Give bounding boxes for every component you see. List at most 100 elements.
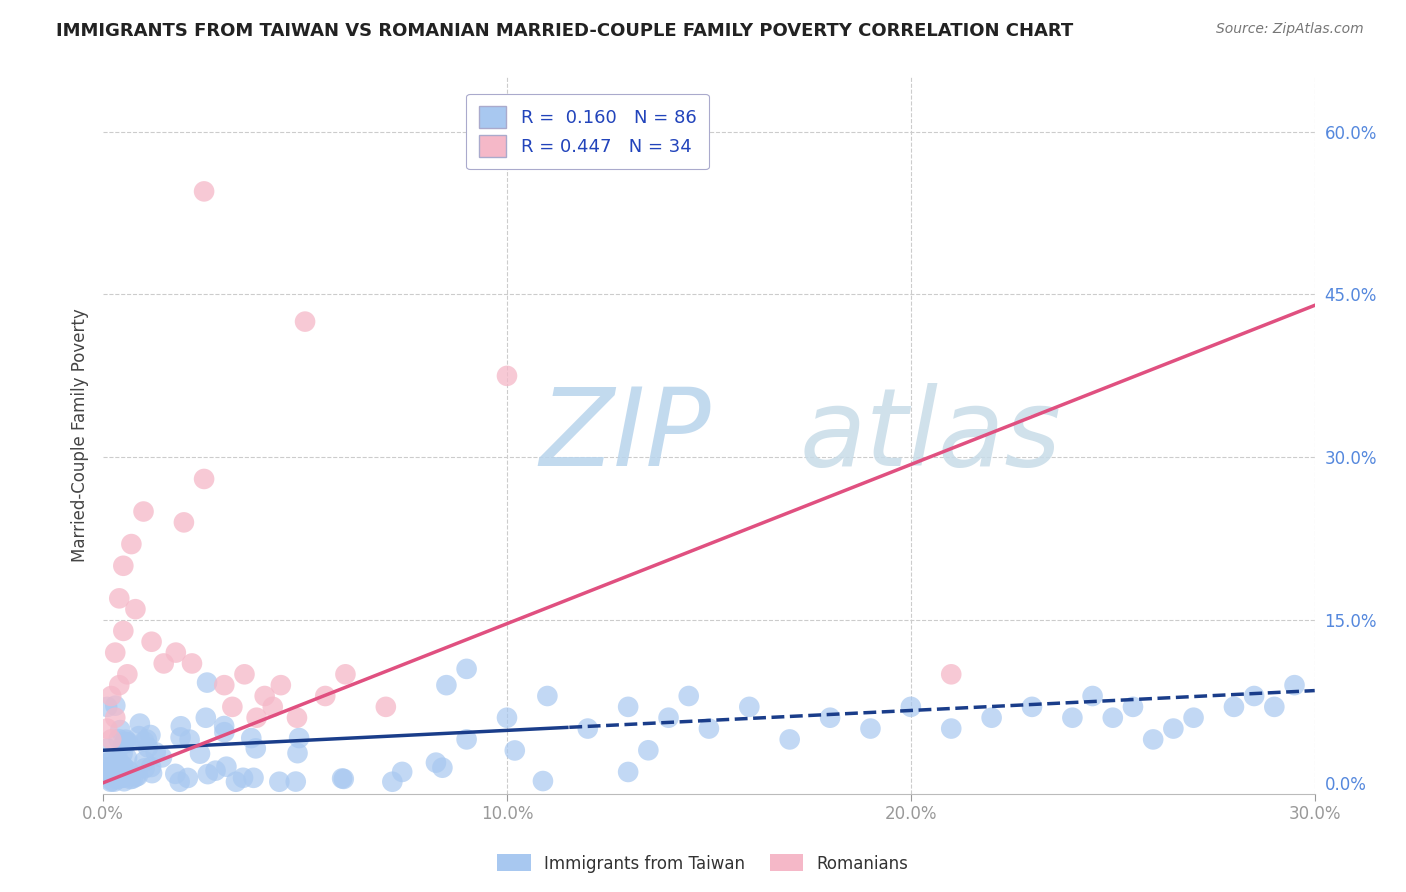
Point: [240, 731, 263, 745]
Point: [779, 732, 801, 747]
Point: [212, 719, 235, 733]
Point: [270, 678, 292, 692]
Point: [100, 732, 122, 747]
Point: [141, 634, 163, 648]
Point: [100, 774, 122, 789]
Point: [678, 689, 700, 703]
Point: [127, 769, 149, 783]
Point: [169, 731, 191, 745]
Point: [456, 732, 478, 747]
Point: [177, 771, 200, 785]
Text: atlas: atlas: [800, 383, 1062, 488]
Point: [531, 774, 554, 789]
Point: [100, 689, 122, 703]
Point: [330, 772, 353, 786]
Point: [103, 774, 125, 789]
Point: [859, 722, 882, 736]
Point: [173, 516, 195, 530]
Point: [115, 751, 138, 765]
Point: [287, 746, 309, 760]
Point: [105, 772, 128, 786]
Point: [120, 772, 142, 786]
Point: [1243, 689, 1265, 703]
Point: [135, 732, 157, 747]
Text: IMMIGRANTS FROM TAIWAN VS ROMANIAN MARRIED-COUPLE FAMILY POVERTY CORRELATION CHA: IMMIGRANTS FROM TAIWAN VS ROMANIAN MARRI…: [56, 22, 1074, 40]
Point: [134, 761, 156, 775]
Point: [181, 657, 204, 671]
Point: [107, 753, 129, 767]
Point: [108, 678, 131, 692]
Point: [139, 728, 162, 742]
Point: [112, 558, 135, 573]
Point: [165, 646, 187, 660]
Point: [232, 771, 254, 785]
Point: [536, 689, 558, 703]
Point: [285, 711, 308, 725]
Point: [100, 773, 122, 788]
Point: [314, 689, 336, 703]
Point: [221, 699, 243, 714]
Point: [456, 662, 478, 676]
Point: [96, 756, 118, 770]
Point: [193, 472, 215, 486]
Point: [136, 740, 159, 755]
Point: [145, 745, 167, 759]
Point: [1101, 711, 1123, 725]
Point: [617, 699, 640, 714]
Point: [118, 764, 141, 778]
Point: [139, 760, 162, 774]
Point: [1163, 722, 1185, 736]
Point: [1122, 699, 1144, 714]
Point: [381, 774, 404, 789]
Point: [110, 723, 132, 737]
Point: [165, 767, 187, 781]
Point: [657, 711, 679, 725]
Point: [188, 747, 211, 761]
Point: [111, 758, 134, 772]
Point: [253, 689, 276, 703]
Point: [332, 772, 354, 786]
Point: [141, 766, 163, 780]
Point: [617, 764, 640, 779]
Point: [128, 729, 150, 743]
Point: [100, 767, 122, 781]
Point: [197, 767, 219, 781]
Legend: R =  0.160   N = 86, R = 0.447   N = 34: R = 0.160 N = 86, R = 0.447 N = 34: [467, 94, 709, 169]
Point: [132, 504, 155, 518]
Point: [96, 722, 118, 736]
Point: [112, 624, 135, 638]
Point: [294, 315, 316, 329]
Point: [576, 722, 599, 736]
Point: [128, 716, 150, 731]
Point: [215, 760, 238, 774]
Point: [111, 771, 134, 785]
Point: [941, 722, 963, 736]
Point: [124, 602, 146, 616]
Point: [125, 770, 148, 784]
Point: [114, 761, 136, 775]
Point: [112, 737, 135, 751]
Point: [97, 761, 120, 775]
Point: [111, 747, 134, 761]
Point: [96, 765, 118, 780]
Text: Source: ZipAtlas.com: Source: ZipAtlas.com: [1216, 22, 1364, 37]
Legend: Immigrants from Taiwan, Romanians: Immigrants from Taiwan, Romanians: [491, 847, 915, 880]
Point: [114, 735, 136, 749]
Point: [900, 699, 922, 714]
Point: [107, 755, 129, 769]
Point: [108, 591, 131, 606]
Point: [1263, 699, 1285, 714]
Point: [134, 754, 156, 768]
Point: [111, 771, 134, 785]
Point: [1284, 678, 1306, 692]
Point: [425, 756, 447, 770]
Point: [194, 711, 217, 725]
Point: [288, 731, 311, 745]
Point: [374, 699, 396, 714]
Point: [134, 734, 156, 748]
Point: [193, 185, 215, 199]
Point: [169, 774, 191, 789]
Point: [697, 722, 720, 736]
Point: [96, 699, 118, 714]
Point: [121, 772, 143, 786]
